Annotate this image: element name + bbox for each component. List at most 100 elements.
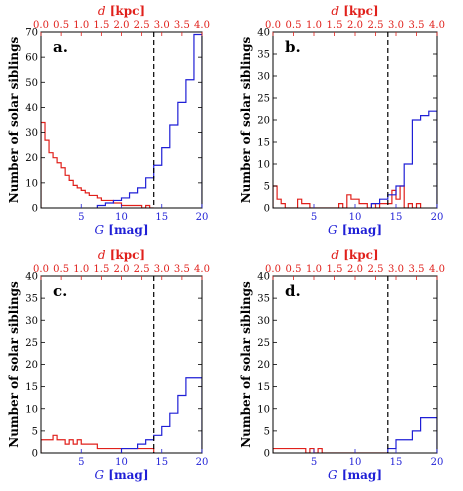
y-axis-title: Number of solar siblings (7, 281, 21, 448)
top-tick-label: 0.5 (53, 264, 69, 275)
y-tick-label: 35 (257, 50, 270, 61)
y-tick-label: 25 (25, 338, 38, 349)
top-tick-label: 1.5 (327, 264, 343, 275)
y-tick-label: 0 (32, 204, 38, 215)
histogram-panel-3: 0 5 10 15 20 25 30 35 40 5 10 15 20 0.0 0.5 1.0 1.5 2.0 2.… (7, 248, 210, 482)
y-tick-label: 20 (25, 153, 38, 164)
top-tick-label: 3.0 (388, 20, 404, 31)
top-axis-title: d [kpc] (331, 248, 378, 262)
top-tick-label: 2.5 (368, 20, 384, 31)
y-tick-label: 10 (257, 404, 270, 415)
top-tick-label: 0.5 (53, 20, 69, 31)
plot-area (41, 33, 202, 208)
x-tick-label: 20 (196, 212, 209, 223)
x-tick-label: 10 (349, 212, 362, 223)
y-tick-label: 25 (257, 338, 270, 349)
top-tick-label: 2.0 (114, 20, 130, 31)
y-tick-label: 0 (264, 449, 270, 460)
y-axis-title: Number of solar siblings (239, 36, 253, 203)
y-tick-label: 5 (264, 426, 270, 437)
x-tick-label: 5 (78, 212, 84, 223)
top-tick-label: 3.0 (388, 264, 404, 275)
plot-area (41, 377, 202, 453)
y-tick-label: 60 (25, 53, 38, 64)
plot-frame (272, 275, 438, 454)
histogram-panel-4: 0 5 10 15 20 25 30 35 40 5 10 15 20 0.0 0.5 1.0 1.5 2.0 2.… (239, 248, 445, 482)
y-tick-label: 40 (25, 272, 38, 283)
plot-area (273, 110, 437, 208)
top-tick-label: 2.0 (347, 264, 363, 275)
x-tick-label: 10 (115, 212, 128, 223)
y-tick-label: 40 (257, 272, 270, 283)
top-axis-title: d [kpc] (98, 248, 145, 262)
y-tick-label: 10 (25, 404, 38, 415)
top-tick-label: 3.5 (409, 20, 425, 31)
y-axis-title: Number of solar siblings (239, 281, 253, 448)
top-tick-label: 2.5 (134, 20, 150, 31)
top-tick-label: 0.0 (265, 264, 281, 275)
y-tick-label: 20 (25, 360, 38, 371)
top-tick-label: 1.0 (73, 20, 89, 31)
x-tick-label: 10 (349, 457, 362, 468)
top-tick-label: 1.5 (327, 20, 343, 31)
panel-label: d. (285, 282, 301, 300)
top-tick-label: 3.5 (174, 20, 190, 31)
y-tick-label: 30 (257, 72, 270, 83)
plot-area (273, 417, 437, 453)
magnitude-histogram-series (96, 33, 202, 208)
top-tick-label: 4.0 (194, 20, 210, 31)
top-tick-label: 3.5 (174, 264, 190, 275)
distance-histogram-series (41, 434, 155, 453)
x-axis-title: G [mag] (328, 223, 382, 237)
panel-label: c. (53, 282, 67, 300)
x-tick-label: 10 (115, 457, 128, 468)
y-tick-label: 40 (257, 28, 270, 39)
top-tick-label: 1.5 (93, 264, 109, 275)
y-tick-label: 50 (25, 78, 38, 89)
top-tick-label: 2.5 (134, 264, 150, 275)
top-axis-title: d [kpc] (98, 4, 145, 18)
top-tick-label: 2.5 (368, 264, 384, 275)
x-tick-label: 5 (311, 457, 317, 468)
y-tick-label: 40 (25, 103, 38, 114)
y-tick-label: 30 (25, 316, 38, 327)
y-tick-label: 20 (257, 360, 270, 371)
x-axis-title: G [mag] (328, 468, 382, 482)
top-tick-label: 3.0 (154, 20, 170, 31)
y-tick-label: 70 (25, 28, 38, 39)
panel-label: b. (285, 38, 301, 56)
panel-label: a. (53, 38, 68, 56)
x-tick-label: 5 (78, 457, 84, 468)
y-tick-label: 0 (32, 449, 38, 460)
top-tick-label: 0.0 (33, 20, 49, 31)
y-tick-label: 0 (264, 204, 270, 215)
top-tick-label: 1.5 (93, 20, 109, 31)
magnitude-histogram-series (120, 377, 202, 453)
histogram-panel-2: 0 5 10 15 20 25 30 35 40 5 10 15 20 0.0 0.5 1.0 1.5 2.0 2.… (239, 4, 445, 237)
x-tick-label: 15 (155, 457, 168, 468)
x-tick-label: 15 (155, 212, 168, 223)
y-tick-label: 15 (257, 382, 270, 393)
top-tick-label: 2.0 (347, 20, 363, 31)
magnitude-histogram-series (370, 110, 437, 208)
distance-histogram-series (273, 185, 422, 208)
top-tick-label: 0.5 (286, 20, 302, 31)
y-tick-label: 5 (264, 182, 270, 193)
y-tick-label: 30 (257, 316, 270, 327)
y-axis-title: Number of solar siblings (7, 36, 21, 203)
histogram-panel-1: 0 10 20 30 40 50 60 70 5 10 15 20 0.0 0.5 1.0 1.5 2.0 2.5… (7, 4, 210, 237)
x-tick-label: 20 (431, 212, 444, 223)
top-tick-label: 4.0 (429, 20, 445, 31)
x-tick-label: 20 (196, 457, 209, 468)
x-tick-label: 5 (311, 212, 317, 223)
magnitude-histogram-series (387, 417, 437, 453)
x-tick-label: 15 (390, 212, 403, 223)
y-tick-label: 35 (257, 294, 270, 305)
y-tick-label: 10 (257, 160, 270, 171)
y-tick-label: 20 (257, 116, 270, 127)
top-tick-label: 1.0 (306, 20, 322, 31)
plot-frame (40, 275, 203, 454)
top-tick-label: 0.5 (286, 264, 302, 275)
top-tick-label: 2.0 (114, 264, 130, 275)
